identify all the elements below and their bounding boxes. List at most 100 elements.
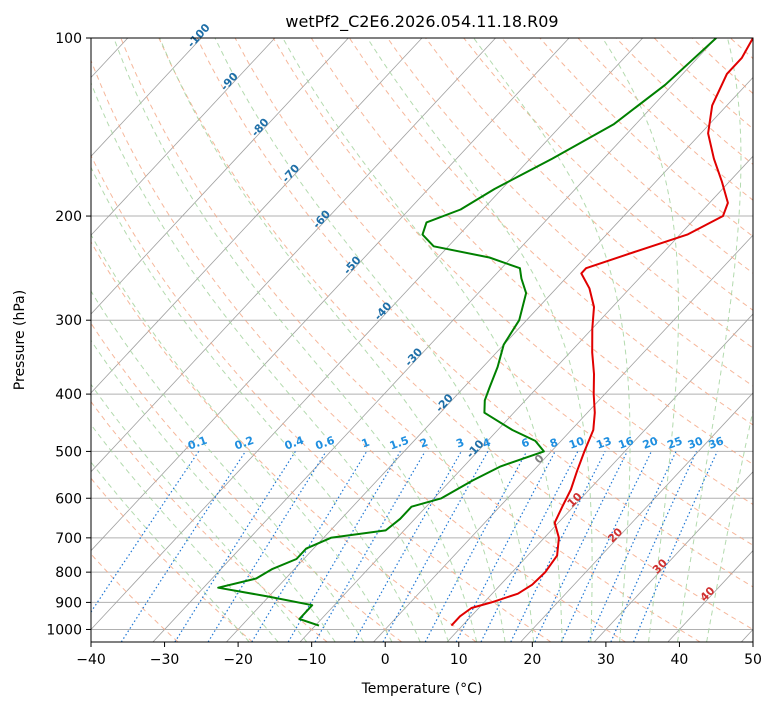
mixing-ratio-line bbox=[587, 451, 677, 642]
dry-adiabat-line bbox=[272, 38, 753, 506]
dry-adiabat-line bbox=[91, 154, 552, 642]
mixing-ratio-line bbox=[633, 451, 718, 642]
moist-adiabat-line bbox=[602, 38, 679, 642]
y-tick-label: 1000 bbox=[46, 622, 82, 638]
moist-adiabat-line bbox=[159, 38, 506, 642]
x-axis-label: Temperature (°C) bbox=[361, 681, 483, 697]
dry-adiabat-line bbox=[196, 38, 753, 588]
moist-adiabat-label: 20 bbox=[605, 525, 625, 545]
dry-adiabat-line bbox=[539, 38, 753, 238]
x-axis: −40 −30 −20 −10 0 10 20 30 40 50 bbox=[76, 642, 762, 668]
temperature-profile-line bbox=[450, 38, 753, 627]
moist-adiabat-line bbox=[91, 339, 336, 642]
grid-layer bbox=[91, 38, 753, 642]
y-tick-label: 300 bbox=[55, 313, 82, 329]
moist-adiabat-line bbox=[91, 290, 365, 642]
plot-frame bbox=[90, 37, 754, 643]
moist-adiabat-line bbox=[214, 38, 535, 642]
y-axis: 100 200 300 400 500 600 700 800 900 1000 bbox=[46, 31, 91, 638]
mixing-ratio-label: 13 bbox=[595, 434, 614, 451]
isotherm-line bbox=[593, 471, 753, 642]
moist-adiabat-label: 40 bbox=[698, 584, 718, 604]
mixing-ratio-line bbox=[534, 451, 628, 642]
x-tick-label: 30 bbox=[597, 652, 615, 668]
dry-adiabat-label: -100 bbox=[185, 21, 213, 50]
isotherm-line bbox=[91, 38, 496, 473]
dry-adiabat-line bbox=[91, 322, 403, 642]
y-tick-label: 700 bbox=[55, 531, 82, 547]
isotherm-line bbox=[91, 38, 570, 552]
y-tick-label: 100 bbox=[55, 31, 82, 47]
chart-title: wetPf2_C2E6.2026.054.11.18.R09 bbox=[285, 12, 558, 32]
dry-adiabat-line bbox=[348, 38, 753, 426]
moist-adiabat-line bbox=[282, 38, 563, 642]
mixing-ratio-label: 36 bbox=[707, 434, 726, 452]
isotherm-line bbox=[152, 38, 717, 642]
mixing-ratio-label: 8 bbox=[548, 436, 560, 451]
dry-adiabat-line bbox=[234, 38, 753, 546]
x-tick-label: 10 bbox=[450, 652, 468, 668]
dry-adiabat-line bbox=[91, 241, 477, 642]
isotherm-line bbox=[446, 313, 753, 642]
mixing-ratio-line bbox=[610, 451, 698, 642]
isotherm-line bbox=[91, 38, 202, 157]
moist-adiabat-line bbox=[91, 461, 250, 642]
dry-adiabat-label: -60 bbox=[310, 207, 333, 231]
y-tick-label: 500 bbox=[55, 444, 82, 460]
x-tick-label: −40 bbox=[76, 652, 106, 668]
mixing-ratio-label: 6 bbox=[520, 436, 532, 451]
isotherm-line bbox=[741, 628, 753, 642]
y-tick-label: 400 bbox=[55, 387, 82, 403]
dry-adiabat-label: -70 bbox=[279, 161, 302, 185]
dry-adiabat-line bbox=[158, 38, 753, 631]
moist-adiabat-label: 30 bbox=[650, 556, 670, 576]
mixing-ratio-line bbox=[174, 451, 296, 642]
dry-adiabat-line bbox=[615, 38, 753, 165]
mixing-ratio-label: 10 bbox=[567, 434, 586, 452]
mixing-ratio-label: 25 bbox=[665, 434, 684, 451]
isotherm-line bbox=[373, 234, 753, 642]
mixing-ratio-label: 3 bbox=[454, 436, 466, 451]
isotherm-line bbox=[91, 38, 423, 394]
mixing-ratio-line bbox=[510, 451, 606, 642]
y-axis-label: Pressure (hPa) bbox=[12, 290, 28, 390]
mixing-ratio-line bbox=[353, 451, 462, 642]
mixing-ratio-label: 4 bbox=[481, 436, 493, 451]
dry-adiabat-line bbox=[91, 59, 626, 642]
mixing-ratio-label: 0.4 bbox=[283, 434, 306, 453]
dewpoint-profile-line bbox=[217, 38, 717, 627]
dry-adiabat-line bbox=[653, 38, 753, 130]
x-tick-label: −10 bbox=[297, 652, 327, 668]
moist-adiabat-line bbox=[473, 38, 631, 642]
dry-adiabat-line bbox=[691, 38, 753, 95]
moist-adiabat-line bbox=[677, 38, 742, 642]
x-tick-label: 20 bbox=[523, 652, 541, 668]
dry-adiabat-label: -20 bbox=[433, 391, 456, 415]
dry-adiabat-line bbox=[120, 38, 701, 642]
moist-adiabat-line bbox=[706, 408, 753, 642]
dry-adiabat-line bbox=[463, 38, 753, 311]
mixing-ratio-label: 0.6 bbox=[314, 434, 337, 453]
x-tick-label: 0 bbox=[381, 652, 390, 668]
x-tick-label: −20 bbox=[223, 652, 253, 668]
y-tick-label: 600 bbox=[55, 491, 82, 507]
x-tick-label: −30 bbox=[150, 652, 180, 668]
isotherm-line bbox=[91, 38, 643, 631]
dry-adiabat-label: -30 bbox=[402, 345, 425, 369]
dry-adiabat-label: -50 bbox=[341, 253, 364, 277]
y-tick-label: 900 bbox=[55, 595, 82, 611]
moist-adiabat-label: 10 bbox=[565, 490, 585, 510]
moist-adiabat-line bbox=[91, 166, 421, 642]
mixing-ratio-line bbox=[120, 451, 246, 642]
mixing-ratio-line bbox=[424, 451, 528, 642]
x-tick-label: 40 bbox=[671, 652, 689, 668]
isotherm-line bbox=[667, 550, 753, 642]
moist-adiabat-line bbox=[91, 423, 279, 642]
series-layer bbox=[217, 38, 753, 627]
isotherm-line bbox=[226, 76, 753, 642]
dry-adiabat-label: -40 bbox=[372, 299, 395, 323]
dry-adiabat-line bbox=[425, 38, 753, 349]
isotherm-line bbox=[91, 38, 276, 236]
mixing-ratio-label: 0.2 bbox=[233, 434, 256, 453]
